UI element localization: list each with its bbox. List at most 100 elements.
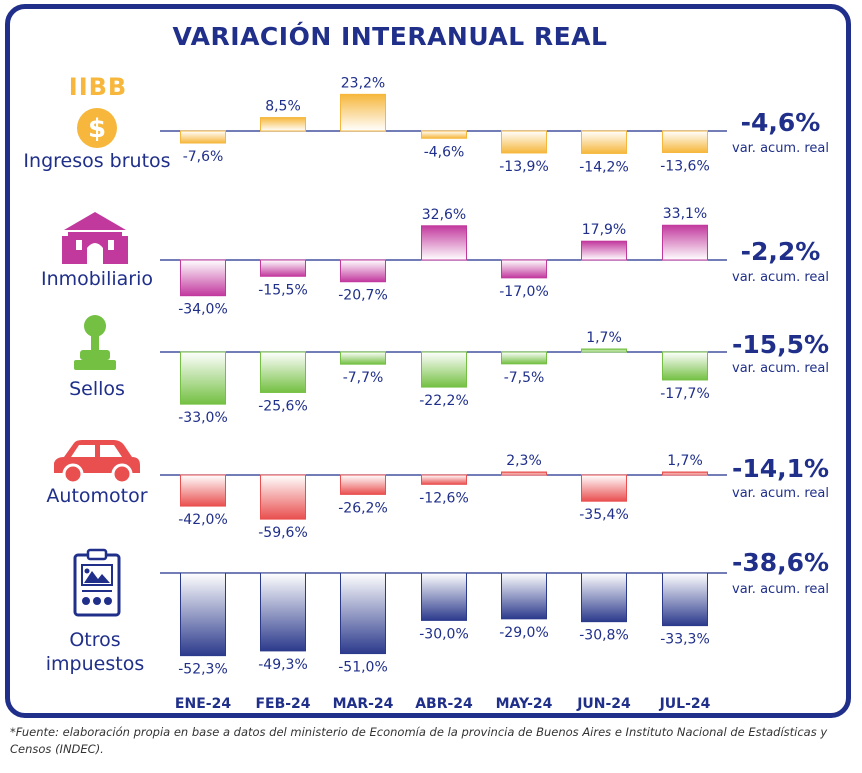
data-label-sellos-FEB-24: -25,6% xyxy=(258,398,308,414)
bar-automotor-MAY-24 xyxy=(501,471,547,476)
acc-label-sellos: var. acum. real xyxy=(732,361,829,376)
bar-inmobiliario-MAY-24 xyxy=(501,259,547,279)
bar-inmobiliario-MAR-24 xyxy=(340,259,386,283)
bar-iibb-ABR-24 xyxy=(421,130,467,139)
document-icon xyxy=(73,548,121,617)
x-tick-FEB-24: FEB-24 xyxy=(255,696,310,712)
bar-automotor-MAR-24 xyxy=(340,474,386,495)
data-label-otros-ENE-24: -52,3% xyxy=(178,662,228,678)
iibb-logo: IIBB xyxy=(68,73,128,101)
bar-automotor-ABR-24 xyxy=(421,474,467,485)
data-label-otros-FEB-24: -49,3% xyxy=(258,657,308,673)
bar-inmobiliario-JUL-24 xyxy=(662,224,708,261)
data-label-otros-MAR-24: -51,0% xyxy=(338,660,388,676)
data-label-iibb-MAR-24: 23,2% xyxy=(341,75,385,91)
bar-sellos-FEB-24 xyxy=(260,351,306,393)
data-label-inmobiliario-JUL-24: 33,1% xyxy=(663,206,707,222)
svg-text:$: $ xyxy=(88,114,106,144)
bar-automotor-FEB-24 xyxy=(260,474,306,520)
bar-otros-ENE-24 xyxy=(180,572,226,657)
data-label-iibb-ABR-24: -4,6% xyxy=(424,144,465,160)
data-label-sellos-ENE-24: -33,0% xyxy=(178,410,228,426)
bar-iibb-ENE-24 xyxy=(180,130,226,144)
data-label-inmobiliario-FEB-24: -15,5% xyxy=(258,282,308,298)
data-label-inmobiliario-JUN-24: 17,9% xyxy=(582,222,626,238)
bar-automotor-JUL-24 xyxy=(662,471,708,476)
dollar-coin-icon: $ xyxy=(77,108,117,148)
data-label-automotor-MAY-24: 2,3% xyxy=(506,453,542,469)
bar-sellos-ENE-24 xyxy=(180,351,226,405)
bar-inmobiliario-ABR-24 xyxy=(421,225,467,261)
data-label-inmobiliario-MAY-24: -17,0% xyxy=(499,284,549,300)
bar-iibb-FEB-24 xyxy=(260,117,306,132)
x-tick-MAY-24: MAY-24 xyxy=(496,696,553,712)
bar-otros-JUN-24 xyxy=(581,572,627,623)
chart-title: VARIACIÓN INTERANUAL REAL xyxy=(172,22,608,51)
row-label-inmobiliario: Inmobiliario xyxy=(40,268,154,290)
acc-label-iibb: var. acum. real xyxy=(732,141,829,156)
house-icon xyxy=(62,212,128,264)
data-label-otros-MAY-24: -29,0% xyxy=(499,625,549,641)
x-tick-MAR-24: MAR-24 xyxy=(333,696,394,712)
data-label-sellos-JUL-24: -17,7% xyxy=(660,386,710,402)
bar-automotor-JUN-24 xyxy=(581,474,627,502)
data-label-automotor-ENE-24: -42,0% xyxy=(178,512,228,528)
acc-value-inmobiliario: -2,2% xyxy=(740,237,821,266)
acc-label-inmobiliario: var. acum. real xyxy=(732,270,829,285)
bar-otros-MAR-24 xyxy=(340,572,386,655)
data-label-inmobiliario-ABR-24: 32,6% xyxy=(422,207,466,223)
bar-otros-FEB-24 xyxy=(260,572,306,652)
data-label-automotor-JUL-24: 1,7% xyxy=(667,453,703,469)
acc-value-iibb: -4,6% xyxy=(740,108,821,137)
data-label-inmobiliario-ENE-24: -34,0% xyxy=(178,302,228,318)
data-label-iibb-ENE-24: -7,6% xyxy=(183,149,224,165)
bar-inmobiliario-JUN-24 xyxy=(581,240,627,261)
acc-value-sellos: -15,5% xyxy=(731,330,830,359)
data-label-automotor-ABR-24: -12,6% xyxy=(419,490,469,506)
data-label-sellos-MAY-24: -7,5% xyxy=(504,370,545,386)
data-label-sellos-JUN-24: 1,7% xyxy=(586,330,622,346)
data-label-inmobiliario-MAR-24: -20,7% xyxy=(338,288,388,304)
data-label-otros-JUN-24: -30,8% xyxy=(579,628,629,644)
data-label-iibb-FEB-24: 8,5% xyxy=(265,99,301,115)
data-label-otros-ABR-24: -30,0% xyxy=(419,626,469,642)
data-label-iibb-JUN-24: -14,2% xyxy=(579,159,629,175)
source-footnote: *Fuente: elaboración propia en base a da… xyxy=(10,725,828,756)
bar-sellos-MAY-24 xyxy=(501,351,547,365)
data-label-automotor-JUN-24: -35,4% xyxy=(579,507,629,523)
bar-sellos-ABR-24 xyxy=(421,351,467,388)
x-tick-ENE-24: ENE-24 xyxy=(175,696,231,712)
bar-iibb-JUL-24 xyxy=(662,130,708,153)
bar-sellos-JUL-24 xyxy=(662,351,708,381)
x-tick-JUN-24: JUN-24 xyxy=(576,696,631,712)
x-tick-JUL-24: JUL-24 xyxy=(659,696,711,712)
bar-otros-JUL-24 xyxy=(662,572,708,627)
acc-label-otros: var. acum. real xyxy=(732,582,829,597)
row-label-automotor: Automotor xyxy=(46,485,148,507)
data-label-iibb-MAY-24: -13,9% xyxy=(499,159,549,175)
bar-otros-ABR-24 xyxy=(421,572,467,621)
bar-automotor-ENE-24 xyxy=(180,474,226,507)
bar-otros-MAY-24 xyxy=(501,572,547,620)
bar-sellos-JUN-24 xyxy=(581,348,627,353)
x-tick-ABR-24: ABR-24 xyxy=(415,696,473,712)
acc-value-otros: -38,6% xyxy=(731,548,830,577)
bar-iibb-MAR-24 xyxy=(340,93,386,132)
acc-label-automotor: var. acum. real xyxy=(732,486,829,501)
acc-value-automotor: -14,1% xyxy=(731,454,830,483)
row-label-iibb: Ingresos brutos xyxy=(23,150,171,172)
stamp-icon xyxy=(74,315,116,370)
row-label-sellos: Sellos xyxy=(69,378,125,400)
bar-inmobiliario-ENE-24 xyxy=(180,259,226,297)
data-label-sellos-ABR-24: -22,2% xyxy=(419,393,469,409)
data-label-otros-JUL-24: -33,3% xyxy=(660,632,710,648)
bar-sellos-MAR-24 xyxy=(340,351,386,365)
data-label-iibb-JUL-24: -13,6% xyxy=(660,158,710,174)
bar-inmobiliario-FEB-24 xyxy=(260,259,306,277)
bar-iibb-JUN-24 xyxy=(581,130,627,154)
data-label-automotor-FEB-24: -59,6% xyxy=(258,525,308,541)
row-label-otros: Otros impuestos xyxy=(45,629,145,675)
car-icon xyxy=(54,440,140,485)
data-label-sellos-MAR-24: -7,7% xyxy=(343,370,384,386)
